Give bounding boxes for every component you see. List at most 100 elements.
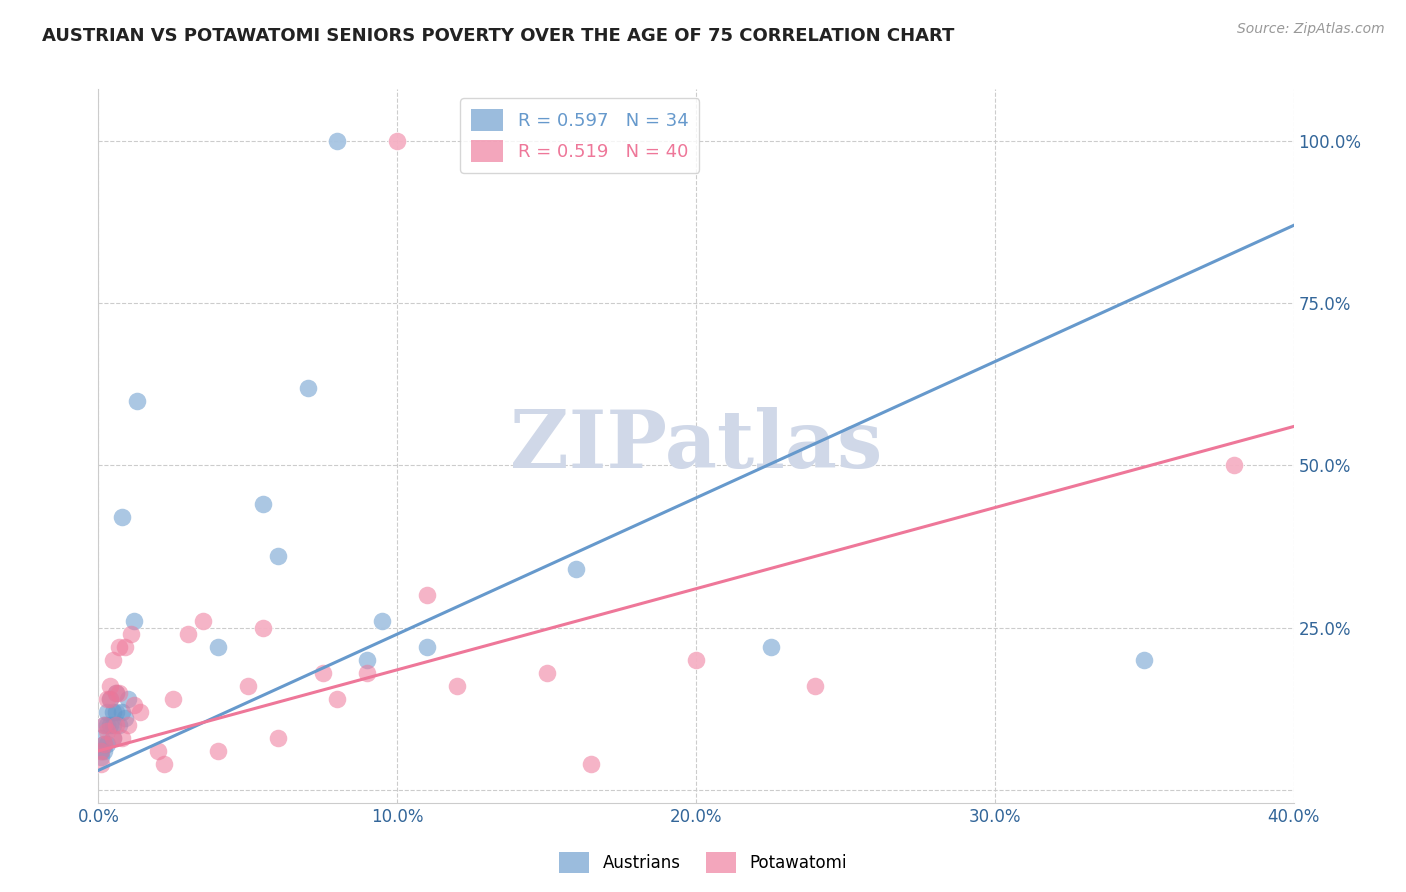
Point (111, 705, 134, 719)
Point (267, 549, 290, 564)
Point (326, 134, 349, 148)
Point (385, 134, 409, 148)
Point (93, 718, 115, 732)
Point (297, 381, 319, 395)
Point (804, 679, 827, 693)
Point (100, 718, 122, 732)
Point (103, 653, 125, 667)
Point (191, 614, 214, 628)
Point (162, 692, 184, 706)
Point (108, 640, 131, 654)
Point (356, 666, 378, 681)
Point (267, 731, 290, 745)
Point (96, 724, 118, 739)
Point (207, 640, 229, 654)
Point (685, 653, 707, 667)
Point (252, 497, 274, 511)
Point (685, 653, 707, 667)
Point (236, 679, 259, 693)
Point (148, 744, 170, 758)
Point (114, 640, 136, 654)
Point (117, 718, 139, 732)
Point (96, 705, 118, 719)
Point (177, 627, 200, 641)
Point (105, 718, 128, 732)
Point (111, 705, 134, 719)
Point (1223, 458, 1246, 473)
Point (127, 393, 149, 408)
Point (114, 640, 136, 654)
Point (100, 692, 122, 706)
Point (108, 685, 131, 699)
Point (1133, 653, 1156, 667)
Point (416, 640, 439, 654)
Point (96, 724, 118, 739)
Point (177, 627, 200, 641)
Point (90, 731, 112, 745)
Point (100, 692, 122, 706)
Point (100, 679, 122, 693)
Point (90, 744, 112, 758)
Point (117, 718, 139, 732)
Point (105, 685, 128, 699)
Point (108, 718, 131, 732)
Point (103, 705, 125, 719)
Point (93, 738, 115, 752)
Point (148, 744, 170, 758)
Point (114, 711, 136, 725)
Point (90, 744, 112, 758)
Point (311, 666, 333, 681)
Point (93, 738, 115, 752)
Point (326, 692, 349, 706)
Point (100, 718, 122, 732)
Point (759, 640, 782, 654)
Point (103, 731, 125, 745)
Point (267, 731, 290, 745)
Point (100, 692, 122, 706)
Point (207, 744, 229, 758)
Point (93, 718, 115, 732)
Point (124, 698, 146, 713)
Point (356, 653, 378, 667)
Point (93, 718, 115, 732)
Point (111, 731, 134, 745)
Point (311, 666, 333, 681)
Point (108, 718, 131, 732)
Point (416, 588, 439, 602)
Point (127, 393, 149, 408)
Point (416, 640, 439, 654)
Point (96, 692, 118, 706)
Point (120, 627, 142, 641)
Point (103, 718, 125, 732)
Point (108, 685, 131, 699)
Point (326, 134, 349, 148)
Point (565, 562, 588, 576)
Point (252, 621, 274, 635)
Point (90, 750, 112, 764)
Point (759, 640, 782, 654)
Point (90, 756, 112, 771)
Point (105, 685, 128, 699)
Point (416, 588, 439, 602)
Point (90, 750, 112, 764)
Point (96, 692, 118, 706)
Point (93, 744, 115, 758)
Point (105, 685, 128, 699)
Point (103, 653, 125, 667)
Point (581, 756, 603, 771)
Point (153, 756, 176, 771)
Point (207, 640, 229, 654)
Point (252, 621, 274, 635)
Text: ZIPatlas: ZIPatlas (510, 407, 882, 485)
Point (93, 738, 115, 752)
Point (536, 666, 558, 681)
Point (153, 756, 176, 771)
Legend: R = 0.597   N = 34, R = 0.519   N = 40: R = 0.597 N = 34, R = 0.519 N = 40 (460, 98, 699, 173)
Point (1223, 458, 1246, 473)
Point (96, 718, 118, 732)
Point (96, 738, 118, 752)
Point (90, 756, 112, 771)
Legend: Austrians, Potawatomi: Austrians, Potawatomi (553, 846, 853, 880)
Point (103, 731, 125, 745)
Point (105, 718, 128, 732)
